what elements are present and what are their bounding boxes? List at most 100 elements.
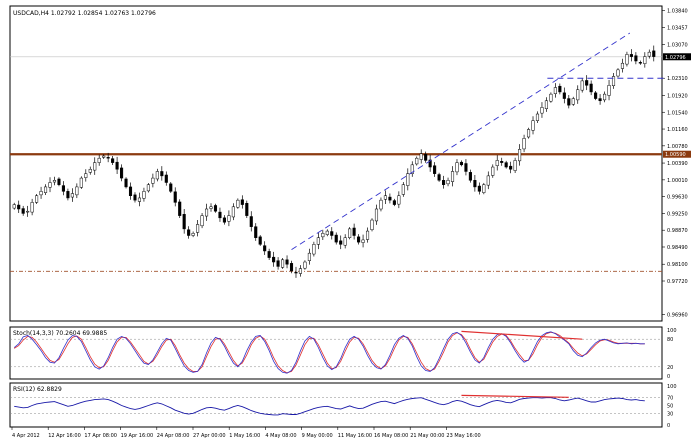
candle-body — [611, 76, 616, 87]
candle-body — [106, 157, 110, 159]
candle-body — [39, 191, 43, 196]
candle-body — [142, 191, 146, 199]
candle-body — [52, 180, 57, 183]
candle-body — [634, 55, 638, 62]
price-label: 0.96960 — [667, 313, 688, 319]
time-label: 24 Apr 08:00 — [157, 433, 190, 439]
candle-body — [325, 230, 329, 235]
price-label: 0.98870 — [667, 228, 688, 234]
candle-body — [388, 196, 392, 201]
candle-body — [616, 69, 620, 77]
candle-body — [146, 184, 150, 192]
candle-body — [352, 227, 356, 236]
price-label: 1.00390 — [667, 161, 688, 167]
candle-body — [124, 178, 128, 188]
candle-body — [437, 174, 441, 181]
candle-body — [120, 167, 124, 179]
candle-body — [312, 244, 316, 255]
candle-body — [276, 260, 280, 267]
candle-body — [263, 245, 267, 252]
candle-body — [370, 219, 374, 231]
candle-body — [428, 159, 432, 168]
candlestick-series — [12, 45, 656, 278]
candle-body — [173, 191, 177, 203]
candle-body — [647, 51, 651, 57]
candle-body — [245, 203, 249, 216]
candle-body — [272, 256, 276, 263]
time-label: 21 May 00:00 — [410, 433, 444, 439]
candle-body — [415, 157, 419, 165]
price-label: 1.01540 — [667, 110, 688, 116]
candle-body — [196, 224, 200, 233]
candle-body — [75, 186, 79, 196]
candle-body — [334, 234, 338, 243]
rsi-line — [14, 397, 645, 416]
price-label: 0.97720 — [667, 279, 688, 285]
candle-body — [200, 215, 204, 227]
candle-body — [348, 228, 352, 238]
time-label: 16 May 08:00 — [374, 433, 408, 439]
price-label: 1.03840 — [667, 9, 688, 15]
candle-body — [115, 161, 119, 170]
stoch-level-label: 100 — [667, 328, 677, 334]
candle-body — [365, 230, 370, 240]
candle-body — [410, 164, 414, 174]
candle-body — [491, 166, 495, 176]
candle-body — [603, 93, 607, 101]
time-label: 17 Apr 08:00 — [84, 433, 117, 439]
candle-body — [419, 153, 423, 160]
candle-body — [567, 98, 571, 106]
candle-body — [361, 239, 365, 243]
candle-body — [267, 251, 271, 258]
candle-body — [553, 87, 557, 94]
price-label: 0.99630 — [667, 195, 688, 201]
candle-body — [401, 184, 405, 195]
candle-body — [468, 172, 472, 181]
price-label: 1.01160 — [667, 127, 688, 133]
candle-body — [504, 162, 508, 168]
stoch-title: Stoch(14,3,3) 70.2604 69.9885 — [13, 330, 107, 337]
candle-body — [518, 149, 522, 162]
candle-body — [585, 80, 589, 86]
candle-body — [531, 120, 535, 131]
resistance-level-box — [663, 150, 691, 158]
candle-body — [84, 173, 88, 178]
time-label: 12 Apr 16:00 — [48, 433, 81, 439]
price-label: 0.99250 — [667, 211, 688, 217]
candle-body — [17, 204, 21, 210]
candle-body — [330, 231, 334, 236]
rsi-level-label: 50 — [667, 404, 673, 410]
candle-body — [571, 98, 575, 105]
candle-body — [204, 208, 209, 217]
candle-body — [580, 80, 584, 91]
candle-body — [187, 229, 191, 236]
candle-body — [392, 200, 396, 205]
time-label: 11 May 16:00 — [338, 433, 372, 439]
candle-body — [526, 129, 531, 138]
price-label: 0.98490 — [667, 245, 688, 251]
candle-body — [227, 215, 231, 222]
stochastic-indicator: 100 80 20 0 — [10, 328, 677, 380]
candle-body — [500, 161, 504, 163]
time-label: 4 May 08:00 — [265, 433, 296, 439]
candle-body — [643, 56, 647, 64]
candle-body — [509, 165, 513, 170]
candle-body — [97, 157, 101, 163]
candle-body — [339, 240, 343, 245]
candle-body — [133, 194, 137, 201]
candle-body — [294, 271, 298, 274]
candle-body — [513, 160, 517, 171]
rsi-panel-frame — [9, 382, 663, 428]
candle-body — [383, 195, 387, 200]
candle-body — [240, 199, 244, 205]
candle-body — [343, 237, 347, 246]
symbol-info: USDCAD,H4 1.02792 1.02854 1.02763 1.0279… — [13, 10, 156, 17]
candle-body — [231, 206, 235, 218]
candle-body — [450, 171, 455, 182]
candle-body — [357, 236, 361, 243]
candle-body — [160, 171, 164, 177]
candle-body — [66, 191, 70, 199]
